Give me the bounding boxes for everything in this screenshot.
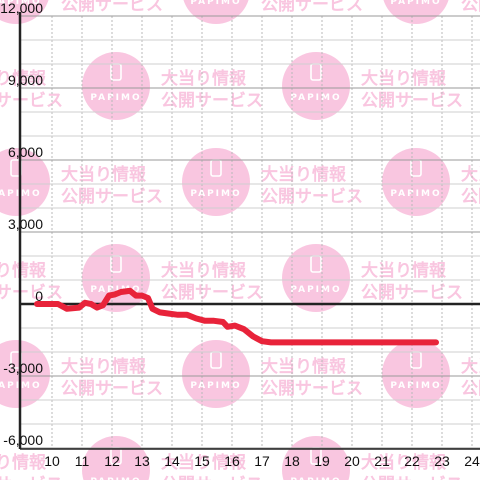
watermark-line2: 公開サービス (361, 475, 463, 480)
x-tick-label: 14 (164, 453, 180, 469)
watermark-badge-text: PAPIMO (290, 285, 341, 295)
watermark-line2: 公開サービス (261, 379, 363, 399)
watermark-badge (0, 0, 49, 24)
x-tick-label: 15 (194, 453, 210, 469)
watermark-line2: 公開サービス (461, 379, 480, 399)
watermark-badge-text: PAPIMO (390, 189, 441, 199)
watermark-badge-text: PAPIMO (90, 477, 141, 480)
watermark-line1: 大当り情報 (0, 68, 47, 89)
watermark-line2: 公開サービス (161, 91, 263, 111)
watermark-line1: 大当り情報 (0, 452, 47, 473)
watermark-badge (82, 52, 150, 120)
watermark-badge (383, 0, 449, 24)
watermark-badge (382, 148, 450, 216)
x-tick-label: 11 (75, 453, 90, 469)
watermark-badge-text: PAPIMO (390, 0, 441, 7)
watermark-badge-text: PAPIMO (190, 381, 241, 391)
x-tick-label: 12 (104, 453, 120, 469)
watermark-badge (0, 148, 50, 216)
watermark-badge (382, 340, 450, 408)
watermark-badge-text: PAPIMO (0, 0, 42, 7)
y-tick-label: 12,000 (0, 0, 43, 16)
y-tick-label: -3,000 (3, 360, 43, 376)
watermark-badge (282, 436, 350, 480)
watermark-line2: 公開サービス (0, 91, 63, 111)
watermark-line1: 大当り情報 (161, 260, 247, 281)
watermark-line1: 大当り情報 (361, 452, 447, 473)
watermark-line1: 大当り情報 (61, 164, 147, 185)
watermark-line1: 大当り情報 (161, 68, 247, 89)
watermark-line2: 公開サービス (261, 187, 363, 207)
watermark-badge (282, 52, 350, 120)
watermark-badge (282, 244, 350, 312)
watermark-badge (82, 436, 150, 480)
y-tick-label: 9,000 (8, 72, 43, 88)
watermark-line2: 公開サービス (0, 475, 63, 480)
grid-layer (20, 15, 480, 449)
watermark-badge-text: PAPIMO (390, 381, 441, 391)
series-layer (34, 287, 439, 346)
y-tick-label: -6,000 (3, 432, 43, 448)
x-tick-label: 23 (434, 453, 450, 469)
series-line (34, 287, 439, 346)
x-tick-label: 24 (464, 453, 480, 469)
watermark-badge-text: PAPIMO (190, 189, 241, 199)
watermark-badge (0, 340, 50, 408)
x-tick-label: 17 (254, 453, 270, 469)
x-tick-label: 13 (134, 453, 150, 469)
watermark-badge-text: PAPIMO (190, 0, 241, 7)
watermark-line2: 公開サービス (161, 283, 263, 303)
x-tick-label: 20 (344, 453, 360, 469)
x-tick-label: 16 (224, 453, 240, 469)
watermark-line1: 大当り情報 (361, 68, 447, 89)
watermark-line1: 大当り情報 (61, 356, 147, 377)
x-tick-label: 22 (404, 453, 420, 469)
watermark-line1: 大当り情報 (361, 260, 447, 281)
watermark-line1: 大当り情報 (0, 260, 47, 281)
watermark-badge-text: PAPIMO (290, 477, 341, 480)
watermark-line2: 公開サービス (0, 283, 63, 303)
watermark-line2: 公開サービス (161, 475, 263, 480)
watermark-line1: 大当り情報 (461, 164, 480, 185)
watermark-badge-text: PAPIMO (90, 93, 141, 103)
watermark-badge-text: PAPIMO (290, 93, 341, 103)
label-layer: -6,000 -3,000 0 3,000 6,000 9,000 12,000 10 11 12… (0, 0, 480, 469)
y-tick-label: 3,000 (8, 216, 43, 232)
watermark-line1: 大当り情報 (261, 164, 347, 185)
watermark-badge-text: PAPIMO (90, 285, 141, 295)
watermark-line2: 公開サービス (461, 0, 480, 15)
watermark-line1: 大当り情報 (461, 356, 480, 377)
watermark-line1: 大当り情報 (261, 356, 347, 377)
y-tick-label: 6,000 (8, 144, 43, 160)
watermark-line2: 公開サービス (461, 187, 480, 207)
watermark-badge (182, 148, 250, 216)
watermark-line2: 公開サービス (261, 0, 363, 15)
watermark-line2: 公開サービス (61, 0, 163, 15)
x-tick-label: 18 (284, 453, 300, 469)
watermark-line1: 大当り情報 (161, 452, 247, 473)
x-tick-label: 10 (44, 453, 60, 469)
y-tick-label: 0 (35, 288, 43, 304)
x-tick-label: 19 (314, 453, 330, 469)
x-tick-label: 21 (374, 453, 390, 469)
watermark-badge (182, 340, 250, 408)
